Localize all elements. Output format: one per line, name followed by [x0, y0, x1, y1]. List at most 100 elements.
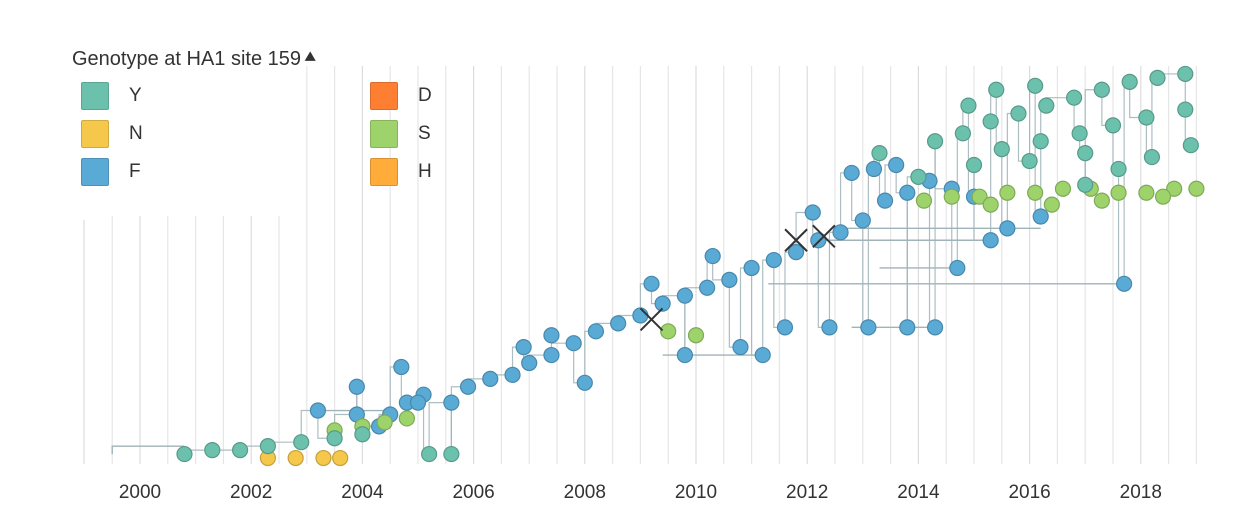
- tree-branch: [111, 445, 185, 455]
- x-tick-label: 2016: [1008, 482, 1050, 503]
- tip-point-f: [843, 164, 860, 182]
- tip-point-f: [1116, 275, 1133, 292]
- legend-label-s: S: [418, 123, 431, 144]
- tip-point-f: [409, 394, 427, 411]
- tip-point-f: [521, 354, 538, 372]
- tree-branch: [428, 402, 452, 455]
- tip-point-f: [999, 220, 1016, 237]
- tree-branch: [867, 168, 874, 328]
- tip-point-y: [910, 168, 927, 185]
- tip-point-s: [1043, 196, 1060, 213]
- tip-point-f: [899, 184, 916, 201]
- tip-point-y: [1177, 65, 1194, 83]
- tip-point-y: [293, 434, 310, 451]
- legend-swatch-s: [370, 120, 398, 148]
- legend-swatch-d: [370, 82, 398, 110]
- x-tick-label: 2010: [675, 482, 717, 503]
- tip-point-f: [982, 232, 999, 249]
- tip-point-y: [354, 426, 371, 443]
- tip-point-f: [876, 192, 894, 209]
- tip-point-s: [1188, 180, 1205, 197]
- chevron-up-icon[interactable]: ⯅: [303, 47, 318, 67]
- tip-point-y: [1177, 101, 1194, 118]
- tip-point-f: [632, 307, 649, 324]
- tip-point-f: [504, 366, 521, 383]
- tree-branch: [784, 251, 797, 328]
- x-marker: [639, 307, 664, 332]
- tip-point-y: [960, 97, 977, 114]
- tree-branch: [1084, 89, 1102, 185]
- legend-items: Y N F D S H: [72, 81, 492, 201]
- tip-point-y: [1021, 152, 1038, 170]
- tip-point-f: [443, 394, 460, 411]
- x-tick-label: 2012: [786, 482, 828, 503]
- tip-point-f: [676, 287, 693, 304]
- tip-point-s: [1054, 180, 1072, 197]
- tip-point-s: [982, 196, 999, 213]
- tip-point-y: [1093, 81, 1110, 98]
- tip-point-y: [871, 145, 888, 162]
- tip-point-f: [732, 339, 749, 356]
- tip-point-f: [860, 319, 877, 336]
- tip-point-y: [1010, 105, 1027, 122]
- tip-point-f: [543, 327, 560, 344]
- legend-swatch-h: [370, 158, 398, 186]
- tip-point-y: [1071, 125, 1088, 142]
- legend-label-y: Y: [129, 85, 142, 106]
- tip-point-y: [1138, 109, 1155, 126]
- x-tick-label: 2006: [452, 482, 494, 503]
- tip-point-s: [687, 327, 705, 344]
- legend-item-s[interactable]: S: [370, 119, 431, 149]
- legend-item-y[interactable]: Y: [81, 81, 142, 111]
- tip-point-y: [326, 430, 343, 447]
- tip-point-f: [926, 319, 944, 336]
- tip-point-f: [654, 295, 671, 312]
- tip-point-f: [787, 244, 805, 261]
- x-tick-label: 2002: [230, 482, 272, 503]
- tip-point-f: [888, 156, 905, 174]
- tip-point-n: [315, 449, 332, 467]
- legend-label-f: F: [129, 161, 141, 182]
- x-tick-label: 2000: [119, 482, 161, 503]
- tip-point-f: [743, 259, 760, 277]
- legend-item-h[interactable]: H: [370, 157, 432, 187]
- tip-point-y: [1182, 137, 1199, 154]
- tip-point-f: [565, 335, 582, 352]
- x-marker: [812, 224, 836, 248]
- legend-item-d[interactable]: D: [370, 81, 432, 111]
- tree-branch: [1029, 85, 1036, 162]
- tip-point-f: [776, 319, 794, 336]
- tip-point-s: [1027, 184, 1044, 201]
- tip-point-s: [1166, 180, 1183, 197]
- tip-point-y: [1077, 145, 1094, 162]
- tip-point-y: [1065, 89, 1083, 106]
- tip-point-s: [1093, 192, 1110, 209]
- tip-point-f: [482, 370, 499, 387]
- tip-point-y: [1038, 97, 1055, 114]
- tip-point-f: [1032, 208, 1049, 225]
- x-tick-label: 2004: [341, 482, 384, 503]
- tip-point-f: [821, 319, 838, 336]
- legend-title[interactable]: Genotype at HA1 site 159 ⯅: [72, 47, 492, 71]
- tree-branch: [751, 267, 763, 356]
- tip-point-f: [610, 315, 627, 332]
- tip-point-y: [1104, 117, 1122, 134]
- tip-point-f: [754, 346, 771, 364]
- tip-point-s: [1154, 188, 1172, 205]
- legend-swatch-f: [81, 158, 109, 186]
- x-markers: [639, 224, 836, 332]
- tip-point-f: [765, 251, 782, 269]
- tip-point-f: [576, 374, 593, 391]
- tip-point-y: [1143, 148, 1161, 166]
- legend-item-f[interactable]: F: [81, 157, 141, 187]
- legend-item-n[interactable]: N: [81, 119, 143, 149]
- tip-point-f: [699, 279, 716, 296]
- tip-point-y: [1121, 73, 1138, 90]
- tip-point-y: [988, 81, 1005, 98]
- tip-point-y: [176, 445, 193, 463]
- tip-point-f: [676, 346, 693, 364]
- tip-point-y: [1032, 133, 1049, 150]
- tip-point-f: [854, 212, 871, 229]
- tip-point-f: [804, 204, 821, 221]
- tip-point-s: [943, 188, 960, 205]
